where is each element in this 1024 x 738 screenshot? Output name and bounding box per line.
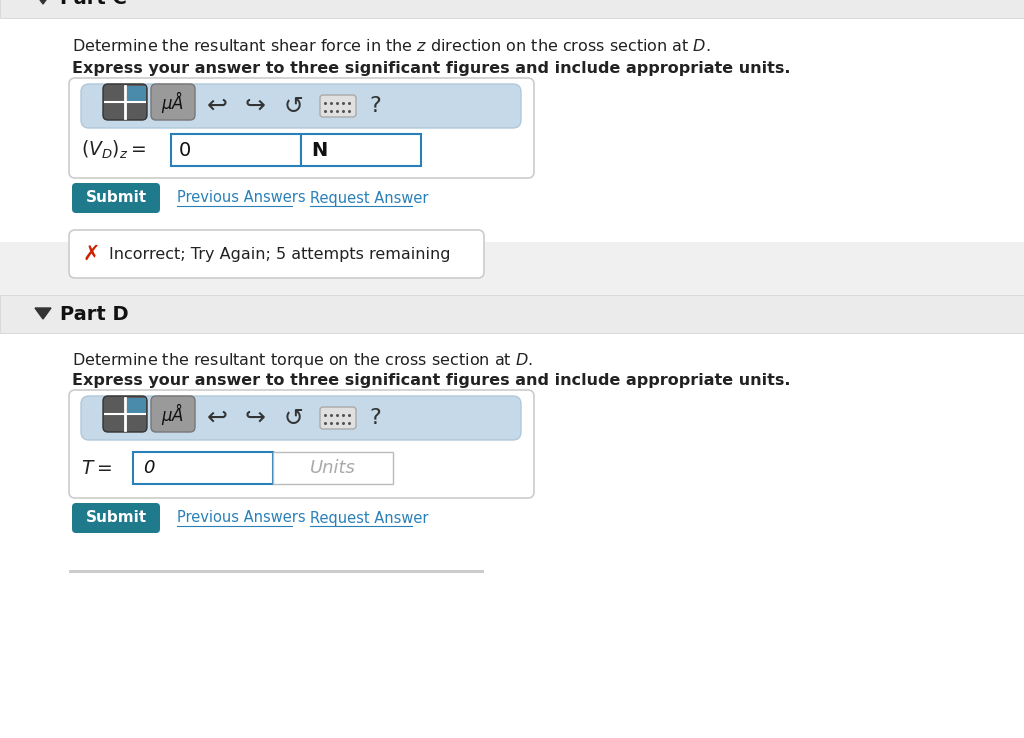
Text: Request Answer: Request Answer xyxy=(310,190,428,205)
FancyBboxPatch shape xyxy=(69,390,534,498)
Bar xyxy=(69,570,484,573)
Text: 0: 0 xyxy=(179,140,191,159)
FancyBboxPatch shape xyxy=(151,396,195,432)
Bar xyxy=(133,452,273,484)
Text: Submit: Submit xyxy=(85,190,146,205)
FancyBboxPatch shape xyxy=(319,95,356,117)
FancyBboxPatch shape xyxy=(72,503,160,533)
Text: Incorrect; Try Again; 5 attempts remaining: Incorrect; Try Again; 5 attempts remaini… xyxy=(109,246,451,261)
FancyBboxPatch shape xyxy=(319,407,356,429)
Text: $\mu\AA$: $\mu\AA$ xyxy=(162,89,184,115)
Text: ↩: ↩ xyxy=(207,94,227,118)
FancyBboxPatch shape xyxy=(72,183,160,213)
Text: $\mu\AA$: $\mu\AA$ xyxy=(162,401,184,427)
Text: Express your answer to three significant figures and include appropriate units.: Express your answer to three significant… xyxy=(72,61,791,75)
Bar xyxy=(171,134,301,166)
Bar xyxy=(301,134,421,166)
Text: Express your answer to three significant figures and include appropriate units.: Express your answer to three significant… xyxy=(72,373,791,388)
Polygon shape xyxy=(35,308,51,319)
Text: $(V_D)_z =$: $(V_D)_z =$ xyxy=(81,139,146,161)
Bar xyxy=(127,398,146,413)
FancyBboxPatch shape xyxy=(81,84,521,128)
Text: Previous Answers: Previous Answers xyxy=(177,190,305,205)
Text: Determine the resultant shear force in the $z$ direction on the cross section at: Determine the resultant shear force in t… xyxy=(72,38,711,54)
Text: ↺: ↺ xyxy=(283,94,303,118)
FancyBboxPatch shape xyxy=(151,84,195,120)
Text: ↪: ↪ xyxy=(245,94,265,118)
Text: 0: 0 xyxy=(143,459,155,477)
FancyBboxPatch shape xyxy=(103,396,147,432)
Text: ↪: ↪ xyxy=(245,406,265,430)
Bar xyxy=(0,242,1024,295)
FancyBboxPatch shape xyxy=(81,396,521,440)
Text: ?: ? xyxy=(369,96,381,116)
Text: ↺: ↺ xyxy=(283,406,303,430)
Text: Request Answer: Request Answer xyxy=(310,511,428,525)
Text: $T =$: $T =$ xyxy=(81,458,112,477)
Bar xyxy=(0,295,1024,333)
Text: Determine the resultant torque on the cross section at $D$.: Determine the resultant torque on the cr… xyxy=(72,351,532,370)
Text: ✗: ✗ xyxy=(82,244,99,264)
Text: Part D: Part D xyxy=(60,305,129,323)
Text: Part C: Part C xyxy=(60,0,127,9)
Text: ?: ? xyxy=(369,408,381,428)
Polygon shape xyxy=(35,0,51,4)
Bar xyxy=(0,0,1024,18)
FancyBboxPatch shape xyxy=(69,78,534,178)
Bar xyxy=(273,452,393,484)
Text: N: N xyxy=(311,140,328,159)
Text: ↩: ↩ xyxy=(207,406,227,430)
FancyBboxPatch shape xyxy=(103,84,147,120)
Text: Units: Units xyxy=(310,459,356,477)
Bar xyxy=(127,86,146,101)
Text: Previous Answers: Previous Answers xyxy=(177,511,305,525)
Text: Submit: Submit xyxy=(85,511,146,525)
FancyBboxPatch shape xyxy=(69,230,484,278)
